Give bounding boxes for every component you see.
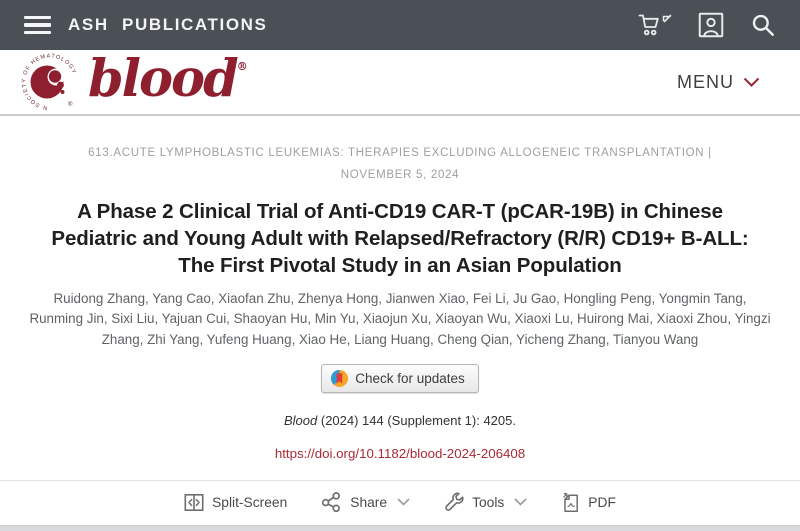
session-date: NOVEMBER 5, 2024 — [340, 169, 460, 182]
account-icon[interactable] — [698, 12, 724, 38]
crossmark-logo-icon — [331, 369, 349, 387]
check-for-updates-button[interactable]: Check for updates — [321, 363, 479, 393]
menu-label: MENU — [677, 71, 734, 92]
share-label: Share — [350, 494, 388, 510]
citation-journal: Blood — [284, 412, 318, 428]
next-section-edge — [0, 524, 800, 531]
pdf-button[interactable]: PDF — [561, 492, 616, 513]
pdf-file-icon — [563, 492, 579, 512]
search-icon[interactable] — [750, 12, 776, 38]
article-header: 613.ACUTE LYMPHOBLASTIC LEUKEMIAS: THERA… — [0, 142, 800, 525]
tools-button[interactable]: Tools — [444, 492, 527, 512]
author-list: Ruidong Zhang, Yang Cao, Xiaofan Zhu, Zh… — [29, 290, 771, 348]
menu-button[interactable]: MENU — [677, 72, 776, 93]
split-screen-button[interactable]: Split-Screen — [184, 493, 287, 512]
session-category-line1: 613.ACUTE LYMPHOBLASTIC LEUKEMIAS: THERA… — [88, 147, 712, 159]
top-navigation-bar: ASH PUBLICATIONS — [0, 0, 800, 50]
split-screen-label: Split-Screen — [212, 494, 288, 510]
doi-link[interactable]: https://doi.org/10.1182/blood-2024-20640… — [274, 445, 526, 461]
chevron-down-icon — [743, 77, 760, 87]
tools-label: Tools — [472, 494, 505, 510]
share-chevron-down-icon — [397, 498, 410, 507]
article-toolbar: Split-Screen Share Tools — [0, 479, 800, 525]
cart-icon[interactable] — [638, 12, 672, 38]
citation-detail: (2024) 144 (Supplement 1): 4205. — [317, 412, 516, 428]
journal-masthead: AMERICAN SOCIETY OF HEMATOLOGY ® blood® … — [0, 50, 800, 116]
tools-chevron-down-icon — [514, 498, 527, 507]
split-screen-icon — [184, 493, 204, 511]
blood-wordmark: blood® — [88, 48, 248, 109]
svg-text:®: ® — [68, 101, 73, 108]
article-title: A Phase 2 Clinical Trial of Anti-CD19 CA… — [51, 199, 749, 278]
check-for-updates-label: Check for updates — [355, 370, 465, 386]
tools-wrench-icon — [445, 492, 464, 512]
blood-journal-logo[interactable]: AMERICAN SOCIETY OF HEMATOLOGY ® blood® — [18, 50, 248, 114]
share-button[interactable]: Share — [321, 492, 410, 513]
session-category: 613.ACUTE LYMPHOBLASTIC LEUKEMIAS: THERA… — [15, 142, 785, 187]
hamburger-menu-icon[interactable] — [24, 15, 51, 35]
registered-mark: ® — [236, 59, 248, 73]
ash-publications-brand[interactable]: ASH PUBLICATIONS — [68, 15, 268, 34]
pdf-label: PDF — [588, 494, 616, 510]
citation-line: Blood (2024) 144 (Supplement 1): 4205. — [0, 413, 800, 428]
share-icon — [322, 492, 341, 513]
ash-society-logo-icon: AMERICAN SOCIETY OF HEMATOLOGY ® — [18, 50, 76, 110]
